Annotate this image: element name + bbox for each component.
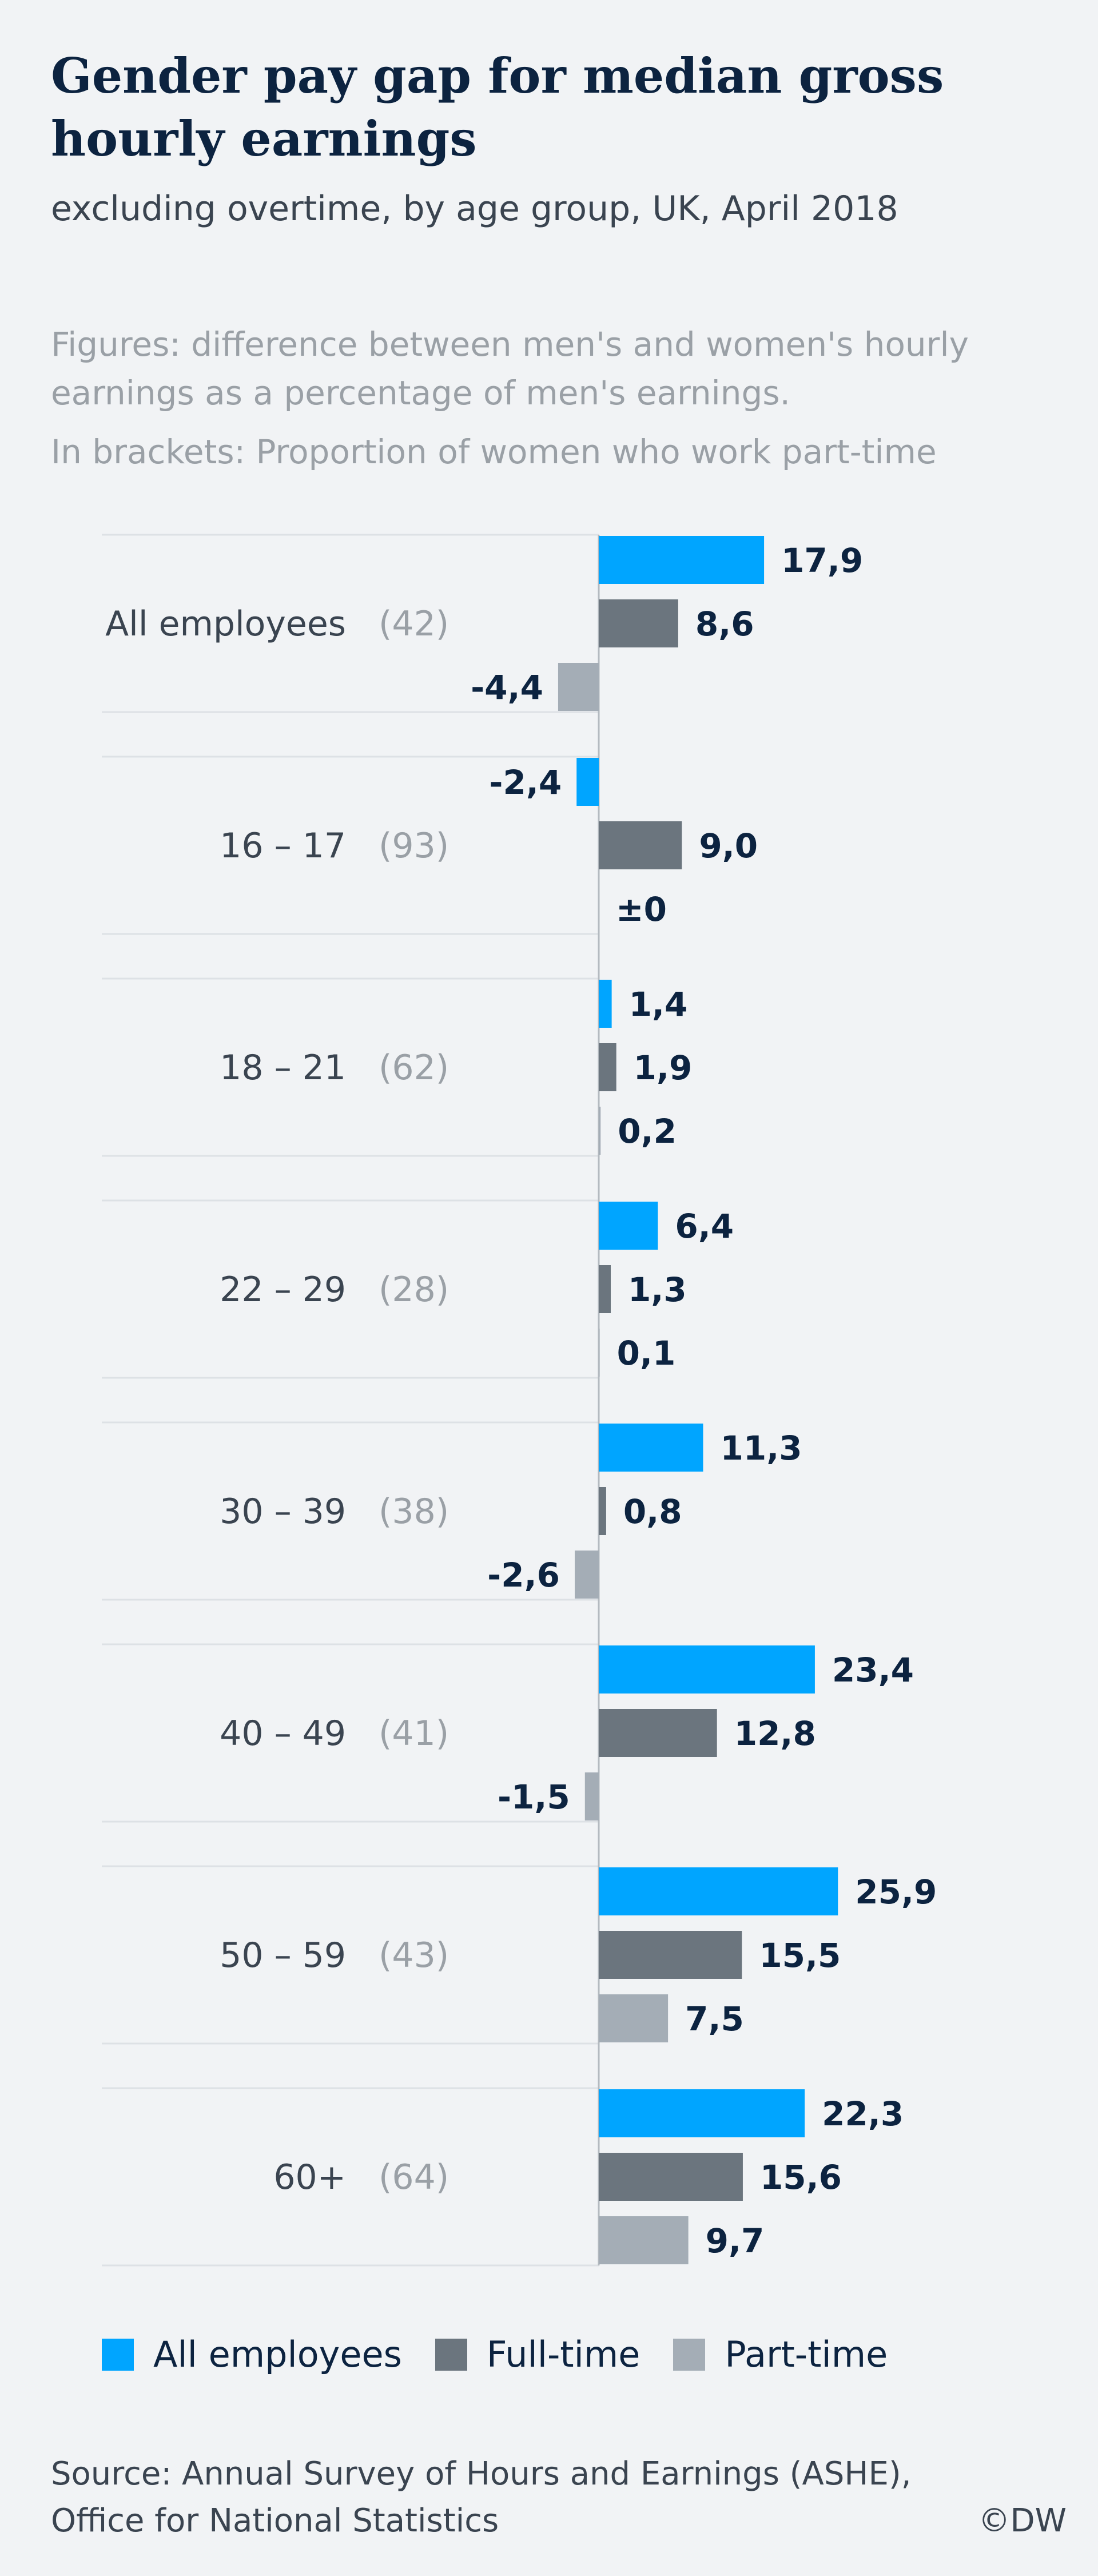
- figures-note: Figures: difference between men's and wo…: [51, 325, 969, 412]
- bar-full-time: [599, 2153, 743, 2201]
- bar-part-time: [584, 1772, 599, 1820]
- legend-label-part-time: Part-time: [725, 2333, 888, 2375]
- data-label-part-time: 0,2: [618, 1112, 677, 1151]
- bar-full-time: [599, 1709, 717, 1757]
- legend-label-all-employees: All employees: [153, 2333, 402, 2375]
- bar-part-time: [599, 1107, 601, 1155]
- data-label-all-employees: 17,9: [781, 541, 863, 580]
- bar-all-employees: [599, 536, 765, 584]
- category-bracket-note: (43): [379, 1935, 449, 1975]
- bar-part-time: [599, 1994, 669, 2042]
- bar-all-employees: [599, 1424, 703, 1472]
- legend-item-full-time: Full-time: [435, 2333, 640, 2375]
- category-label: All employees: [105, 604, 346, 644]
- bar-full-time: [599, 1931, 742, 1979]
- bar-all-employees: [599, 1202, 658, 1250]
- legend-label-full-time: Full-time: [486, 2333, 640, 2375]
- bar-part-time: [599, 1329, 600, 1377]
- legend-swatch-all-employees: [102, 2338, 134, 2371]
- chart-subtitle: excluding overtime, by age group, UK, Ap…: [51, 189, 898, 229]
- legend-swatch-part-time: [673, 2338, 706, 2371]
- data-label-all-employees: 6,4: [675, 1207, 734, 1246]
- data-label-all-employees: 23,4: [832, 1651, 914, 1689]
- category-bracket-note: (62): [379, 1048, 449, 1088]
- bar-full-time: [599, 1487, 606, 1535]
- data-label-full-time: 15,5: [759, 1936, 841, 1975]
- data-label-full-time: 1,3: [628, 1270, 687, 1309]
- data-label-part-time: 9,7: [706, 2221, 765, 2260]
- category-bracket-note: (93): [379, 826, 449, 866]
- category-bracket-note: (42): [379, 604, 449, 644]
- category-bracket-note: (64): [379, 2157, 449, 2197]
- data-label-full-time: 15,6: [760, 2158, 842, 2197]
- data-label-all-employees: -2,4: [489, 763, 562, 802]
- source-note: Source: Annual Survey of Hours and Earni…: [51, 2455, 912, 2539]
- data-label-full-time: 12,8: [734, 1714, 816, 1753]
- chart-title: Gender pay gap for median gross hourly e…: [51, 47, 944, 167]
- bar-full-time: [599, 1043, 616, 1091]
- legend: All employees Full-time Part-time: [102, 2333, 921, 2375]
- legend-swatch-full-time: [435, 2338, 467, 2371]
- data-label-part-time: 0,1: [617, 1334, 676, 1373]
- legend-item-all-employees: All employees: [102, 2333, 402, 2375]
- data-label-full-time: 0,8: [623, 1492, 682, 1531]
- bar-chart: All employees (42) 17,9 8,6 -4,4 16 – 17 (93) -…: [102, 534, 937, 2267]
- bar-part-time: [599, 2216, 689, 2264]
- legend-item-part-time: Part-time: [673, 2333, 888, 2375]
- data-label-part-time: -4,4: [471, 668, 543, 707]
- category-bracket-note: (28): [379, 1270, 449, 1310]
- copyright: ©DW: [978, 2502, 1067, 2539]
- bar-part-time: [575, 1551, 599, 1599]
- bar-all-employees: [599, 980, 612, 1028]
- data-label-part-time: -1,5: [498, 1778, 570, 1816]
- category-label: 30 – 39: [220, 1492, 346, 1532]
- data-label-full-time: 8,6: [695, 605, 754, 643]
- category-bracket-note: (38): [379, 1492, 449, 1532]
- category-label: 40 – 49: [220, 1714, 346, 1754]
- bar-full-time: [599, 1265, 611, 1313]
- data-label-all-employees: 25,9: [855, 1873, 937, 1911]
- data-label-part-time: 7,5: [685, 1999, 744, 2038]
- category-label: 50 – 59: [220, 1935, 346, 1975]
- data-label-all-employees: 22,3: [822, 2094, 904, 2133]
- category-label: 22 – 29: [220, 1270, 346, 1310]
- data-label-all-employees: 1,4: [629, 985, 688, 1024]
- bar-full-time: [599, 599, 678, 647]
- brackets-note: In brackets: Proportion of women who wor…: [51, 432, 937, 471]
- category-label: 16 – 17: [220, 826, 346, 866]
- bar-full-time: [599, 821, 682, 869]
- data-label-all-employees: 11,3: [720, 1429, 802, 1468]
- bar-part-time: [558, 663, 599, 711]
- data-label-part-time: -2,6: [487, 1556, 560, 1595]
- bar-all-employees: [599, 1867, 838, 1915]
- data-label-full-time: 1,9: [634, 1048, 693, 1087]
- category-bracket-note: (41): [379, 1714, 449, 1754]
- data-label-part-time: ±0: [616, 890, 667, 929]
- category-label: 60+: [273, 2157, 346, 2197]
- bar-all-employees: [576, 758, 599, 806]
- category-label: 18 – 21: [220, 1048, 346, 1088]
- bar-all-employees: [599, 1645, 815, 1694]
- data-label-full-time: 9,0: [699, 826, 758, 865]
- bar-all-employees: [599, 2089, 805, 2137]
